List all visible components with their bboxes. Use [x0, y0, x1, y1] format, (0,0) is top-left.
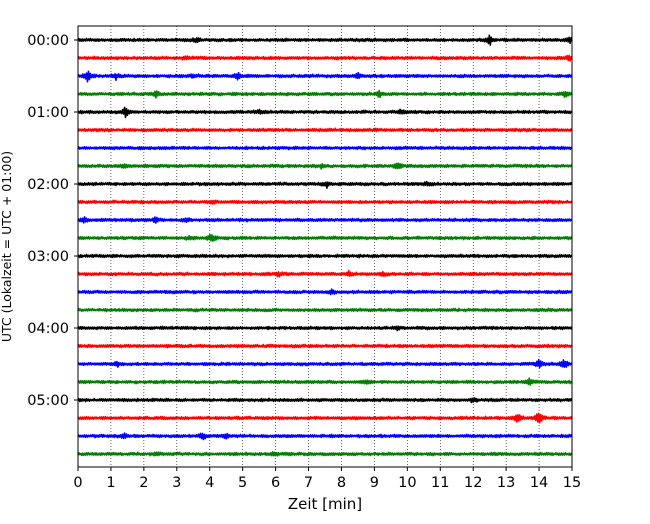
trace-0430 [77, 358, 573, 369]
trace-0315 [77, 269, 573, 278]
trace-0115 [77, 127, 573, 133]
x-tick-label: 7 [304, 475, 313, 491]
trace-0045 [77, 89, 573, 99]
trace-0000 [77, 34, 573, 46]
trace-0030 [77, 70, 573, 83]
x-tick-label: 14 [530, 475, 548, 491]
x-tick-label: 11 [431, 475, 449, 491]
y-tick-label: 03:00 [27, 249, 69, 265]
trace-0415 [77, 343, 573, 349]
y-tick-label: 02:00 [27, 177, 69, 193]
x-tick-label: 15 [563, 475, 581, 491]
trace-0200 [77, 180, 573, 189]
x-tick-label: 5 [238, 475, 247, 491]
y-tick-label: 00:00 [27, 33, 69, 49]
trace-0015 [77, 54, 573, 62]
trace-0230 [77, 216, 573, 224]
x-tick-label: 2 [139, 475, 148, 491]
trace-0530 [77, 432, 573, 441]
trace-0130 [77, 145, 573, 151]
x-tick-label: 8 [337, 475, 346, 491]
x-tick-label: 0 [73, 475, 82, 491]
x-tick-label: 1 [106, 475, 115, 491]
trace-0515 [77, 412, 573, 424]
trace-0330 [77, 288, 573, 296]
x-tick-label: 3 [172, 475, 181, 491]
x-tick-label: 12 [464, 475, 482, 491]
trace-0215 [77, 199, 573, 205]
x-axis-ticks: 0 1 2 3 4 5 6 7 8 9 10 11 12 13 14 15 [73, 467, 581, 491]
x-tick-label: 13 [497, 475, 515, 491]
y-tick-label: 04:00 [27, 321, 69, 337]
y-tick-label: 01:00 [27, 105, 69, 121]
trace-0300 [77, 253, 573, 259]
x-tick-label: 9 [370, 475, 379, 491]
trace-0445 [77, 377, 573, 386]
y-axis-label: UTC (Lokalzeit = UTC + 01:00) [0, 151, 14, 342]
y-axis-ticks: 00:00 01:00 02:00 03:00 04:00 05:00 [27, 33, 78, 409]
x-tick-label: 10 [398, 475, 416, 491]
plot-frame [77, 25, 573, 468]
trace-0500 [77, 397, 573, 404]
traces [77, 34, 573, 457]
trace-0400 [77, 325, 573, 332]
trace-0245 [77, 233, 573, 242]
trace-0345 [77, 307, 573, 313]
y-tick-label: 05:00 [27, 393, 69, 409]
trace-0545 [77, 450, 573, 457]
x-axis-label: Zeit [min] [288, 495, 362, 513]
trace-0100 [77, 106, 573, 119]
trace-0145 [77, 162, 573, 170]
x-tick-label: 4 [205, 475, 214, 491]
x-tick-label: 6 [271, 475, 280, 491]
